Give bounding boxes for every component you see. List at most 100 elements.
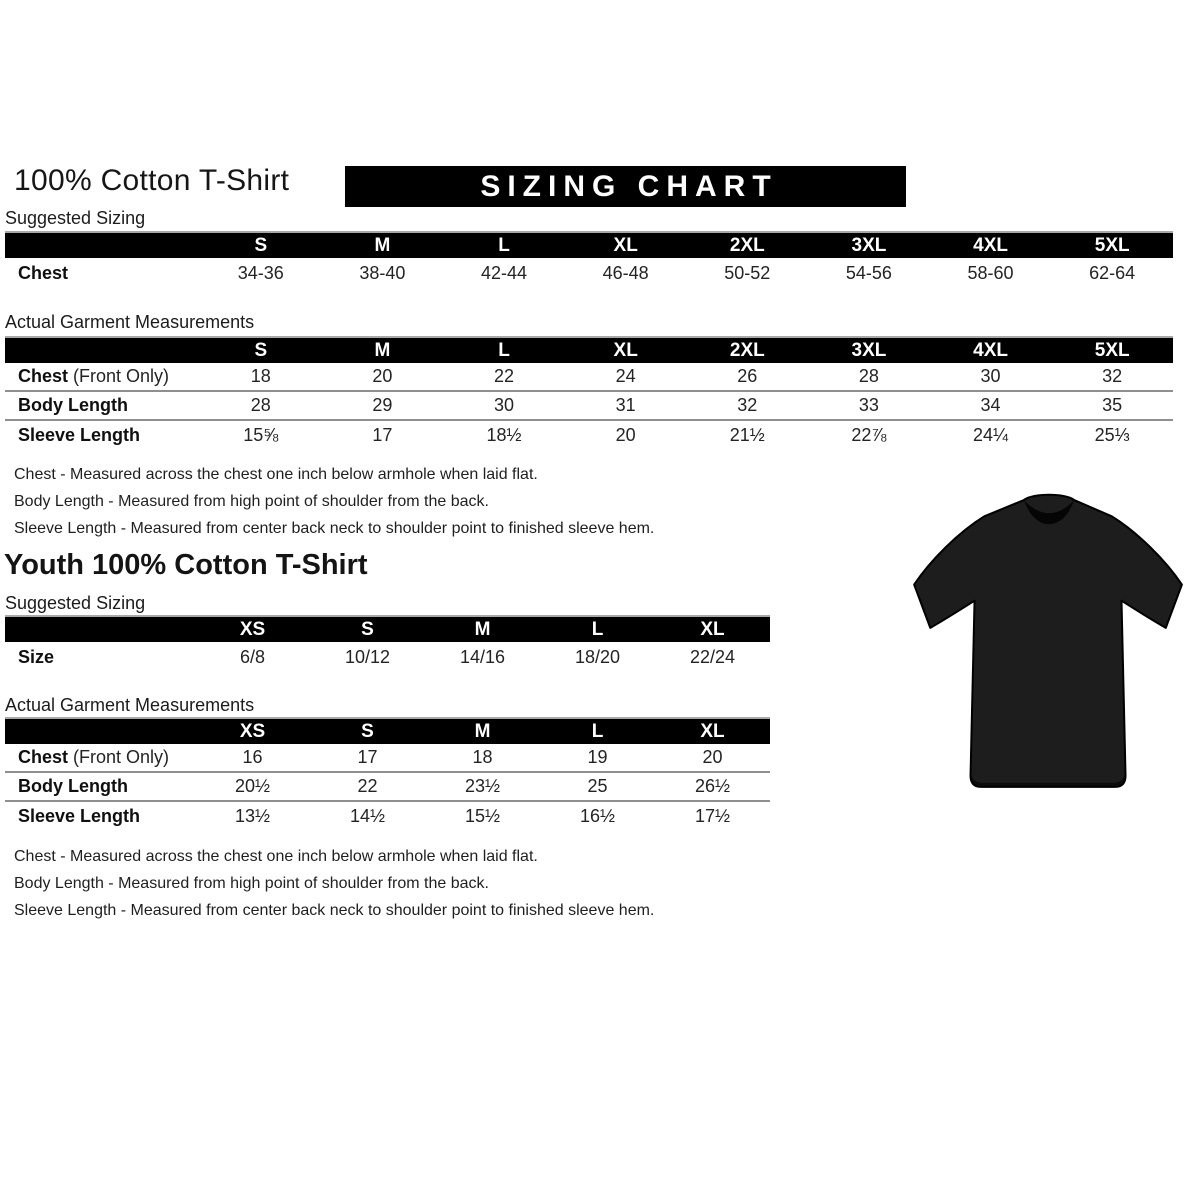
youth-section-title: Youth 100% Cotton T-Shirt — [4, 549, 368, 581]
table-row-chest: Chest 34-36 38-40 42-44 46-48 50-52 54-56 58-6… — [5, 258, 1173, 289]
table-cell: 24¼ — [973, 425, 1009, 445]
table-row-body-length: Body Length 28 29 30 31 32 33 34 35 — [5, 392, 1173, 421]
note-line: Body Length - Measured from high point o… — [14, 875, 489, 892]
table-cell: 21½ — [729, 425, 765, 445]
table-cell: 26 — [737, 366, 758, 386]
row-label-text: Body Length — [18, 776, 128, 796]
table-cell: 46-48 — [602, 263, 649, 283]
table-cell: 42-44 — [481, 263, 528, 283]
adult-suggested-sizing-label: Suggested Sizing — [5, 208, 146, 228]
table-cell: 34-36 — [237, 263, 284, 283]
row-label-text: Chest — [18, 263, 69, 283]
table-cell: XS — [239, 618, 266, 640]
youth-suggested-sizing-table: XS S M L XL Size 6/8 10/12 14/16 18/20 22/24 — [5, 615, 770, 673]
table-cell: 20 — [372, 366, 393, 386]
table-cell: 10/12 — [344, 647, 391, 667]
adult-actual-measurements-label: Actual Garment Measurements — [5, 312, 255, 332]
table-cell: 31 — [615, 395, 636, 415]
table-cell: M — [474, 720, 491, 742]
table-cell: 24 — [615, 366, 636, 386]
table-cell: 5XL — [1094, 234, 1130, 256]
table-cell: 32 — [1102, 366, 1123, 386]
table-row-chest: Chest (Front Only) 16 17 18 19 20 — [5, 744, 770, 773]
table-cell: 23½ — [464, 776, 501, 796]
table-cell: 19 — [587, 747, 608, 767]
note-line: Chest - Measured across the chest one in… — [14, 848, 538, 865]
table-cell: 54-56 — [845, 263, 892, 283]
table-row-chest: Chest (Front Only) 18 20 22 24 26 28 30 32 — [5, 363, 1173, 392]
table-cell: 22/24 — [689, 647, 736, 667]
table-cell: XL — [613, 339, 638, 361]
note-line: Sleeve Length - Measured from center bac… — [14, 520, 655, 537]
table-cell: 25 — [587, 776, 608, 796]
table-cell: L — [591, 720, 604, 742]
table-cell: 17 — [357, 747, 378, 767]
table-cell: 18/20 — [574, 647, 621, 667]
table-cell: XS — [239, 720, 266, 742]
table-cell: 20 — [702, 747, 723, 767]
table-cell: M — [474, 618, 491, 640]
table-cell: 17 — [372, 425, 393, 445]
table-cell: 16 — [242, 747, 263, 767]
table-cell: 32 — [737, 395, 758, 415]
table-cell: 58-60 — [967, 263, 1014, 283]
adult-actual-measurements-table: S M L XL 2XL 3XL 4XL 5XL Chest (Front Only) 18 2… — [5, 336, 1173, 450]
table-cell: 22 — [494, 366, 515, 386]
table-cell: 6/8 — [239, 647, 266, 667]
table-cell: 2XL — [729, 339, 765, 361]
table-cell: 62-64 — [1089, 263, 1136, 283]
table-header-row: XS S M L XL — [5, 615, 770, 642]
sizing-chart-banner-label: SIZING CHART — [480, 169, 778, 203]
table-cell: S — [361, 618, 374, 640]
table-cell: 25⅓ — [1094, 425, 1130, 445]
youth-suggested-sizing-label: Suggested Sizing — [5, 593, 146, 613]
table-cell: 30 — [980, 366, 1001, 386]
table-cell: 35 — [1102, 395, 1123, 415]
table-cell: 3XL — [851, 339, 887, 361]
row-label-text: Sleeve Length — [18, 425, 141, 445]
youth-actual-measurements-table: XS S M L XL Chest (Front Only) 16 17 18 19 20 Bo… — [5, 717, 770, 831]
table-cell: 2XL — [729, 234, 765, 256]
table-header-row: S M L XL 2XL 3XL 4XL 5XL — [5, 336, 1173, 363]
table-row-body-length: Body Length 20½ 22 23½ 25 26½ — [5, 773, 770, 802]
row-label: Sleeve Length — [5, 806, 195, 827]
adult-suggested-sizing-table: S M L XL 2XL 3XL 4XL 5XL Chest 34-36 38-40 42-44 4… — [5, 231, 1173, 289]
table-cell: 17½ — [694, 806, 731, 826]
table-cell: 33 — [858, 395, 879, 415]
table-row-size: Size 6/8 10/12 14/16 18/20 22/24 — [5, 642, 770, 673]
table-cell: 22⅞ — [851, 425, 887, 445]
table-cell: 29 — [372, 395, 393, 415]
table-cell: 16½ — [579, 806, 616, 826]
table-cell: L — [498, 339, 510, 361]
table-cell: XL — [613, 234, 638, 256]
table-cell: 4XL — [973, 234, 1008, 256]
table-cell: 18 — [250, 366, 271, 386]
row-label-suffix: (Front Only) — [68, 366, 170, 386]
youth-actual-measurements-label: Actual Garment Measurements — [5, 695, 255, 715]
youth-measurement-notes: Chest - Measured across the chest one in… — [14, 843, 654, 924]
tshirt-image — [913, 493, 1183, 788]
table-cell: 15⅝ — [243, 425, 279, 445]
table-cell: XL — [700, 618, 725, 640]
table-cell: 18 — [472, 747, 493, 767]
table-cell: L — [498, 234, 510, 256]
table-header-row: XS S M L XL — [5, 717, 770, 744]
table-cell: M — [374, 234, 391, 256]
table-cell: 4XL — [973, 339, 1008, 361]
table-cell: L — [591, 618, 604, 640]
table-cell: S — [361, 720, 374, 742]
row-label-text: Sleeve Length — [18, 806, 141, 826]
sizing-chart-banner: SIZING CHART — [345, 166, 906, 207]
row-label-text: Chest — [18, 747, 69, 767]
adult-section-title: 100% Cotton T-Shirt — [14, 164, 290, 197]
table-cell: 34 — [980, 395, 1001, 415]
note-line: Body Length - Measured from high point o… — [14, 493, 489, 510]
row-label: Size — [5, 647, 195, 668]
table-cell: 26½ — [694, 776, 731, 796]
table-cell: 30 — [494, 395, 515, 415]
table-cell: 38-40 — [359, 263, 406, 283]
table-cell: 14½ — [349, 806, 386, 826]
table-cell: 13½ — [234, 806, 271, 826]
row-label: Body Length — [5, 776, 195, 797]
table-cell: 50-52 — [724, 263, 771, 283]
